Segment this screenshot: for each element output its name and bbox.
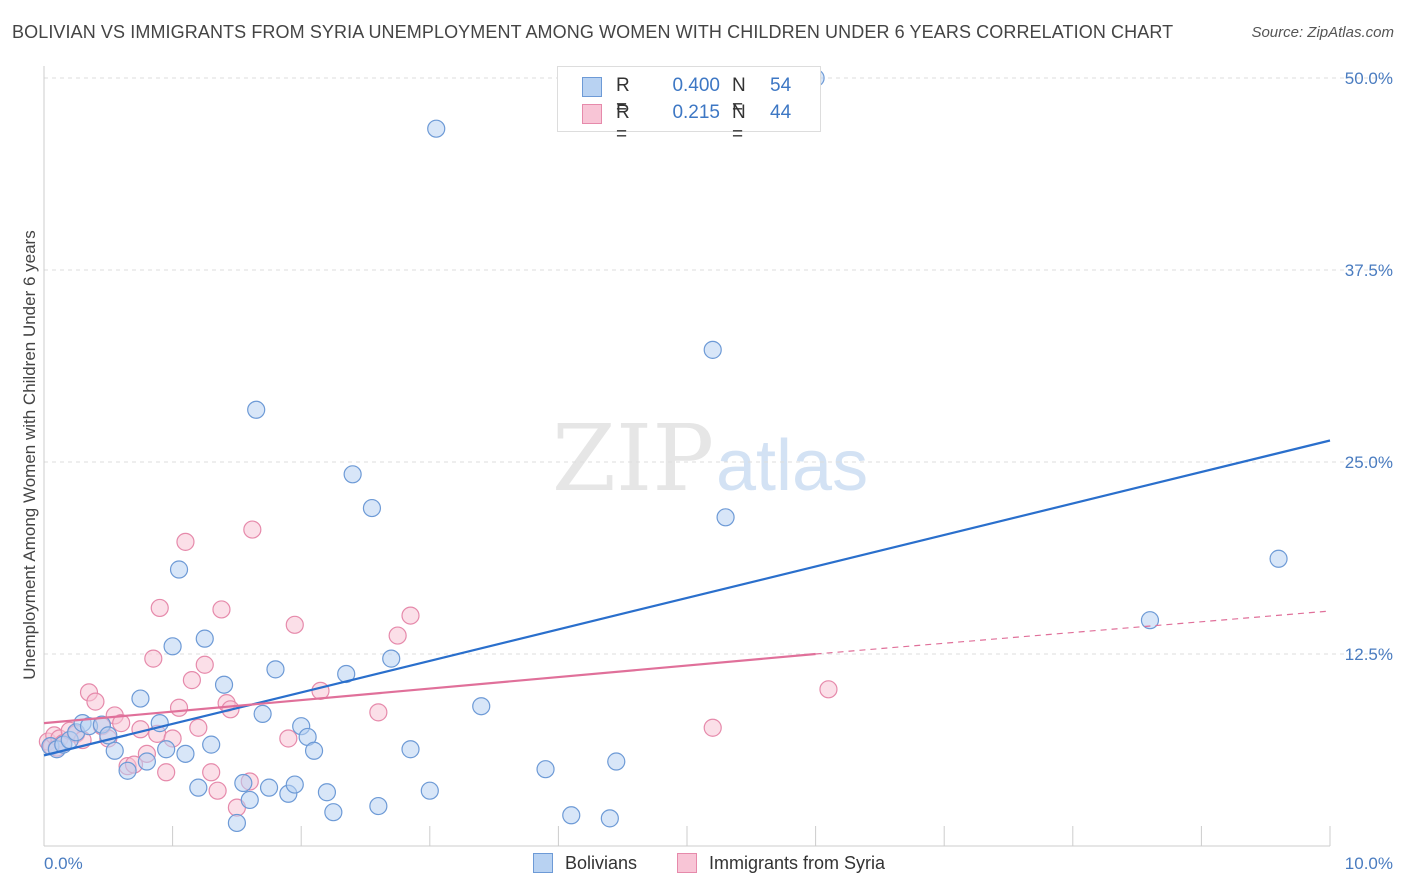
bolivian-point [105, 741, 124, 760]
bolivian-point [266, 660, 285, 679]
syria-point [401, 606, 420, 625]
legend-n-value: 44 [770, 102, 792, 123]
bolivian-point [401, 740, 420, 759]
legend-n-label: N = [732, 102, 746, 145]
bolivian-point [1140, 611, 1160, 630]
bolivian-point [259, 778, 279, 797]
bolivian-point [600, 809, 619, 828]
y-tick-label: 25.0% [1345, 453, 1393, 472]
gridlines [44, 77, 1396, 655]
syria-point [157, 763, 176, 782]
syria-point [285, 615, 304, 634]
source-label: Source: ZipAtlas.com [1251, 24, 1394, 41]
axes [43, 66, 1331, 847]
y-tick-label: 12.5% [1345, 645, 1393, 664]
bolivian-point [343, 465, 362, 484]
syria-point [182, 671, 201, 690]
syria-point [388, 626, 407, 645]
bolivian-point [195, 629, 214, 648]
legend-swatch-bolivians [582, 77, 602, 97]
bolivian-point [163, 637, 182, 656]
bolivian-point [227, 813, 246, 833]
legend-n-value: 54 [770, 75, 792, 96]
syria-point [112, 714, 131, 733]
bolivian-point [234, 773, 253, 793]
bolivian-point [214, 675, 234, 694]
bolivian-point [1269, 549, 1288, 568]
bolivian-point [304, 741, 324, 760]
y-tick-label: 50.0% [1345, 69, 1393, 88]
correlation-legend: R = 0.400 N = 54 R = 0.215 N = 44 [557, 66, 821, 145]
bolivian-point [240, 790, 259, 810]
bottom-legend-label-syria: Immigrants from Syria [709, 853, 886, 873]
bolivian-point [285, 775, 304, 794]
bolivian-point [324, 803, 343, 822]
bolivian-point [157, 740, 176, 759]
syria-point [279, 729, 298, 748]
bolivian-point [536, 760, 555, 779]
watermark: ZIP atlas [552, 405, 868, 512]
bolivian-point [189, 778, 208, 797]
bolivian-point [118, 761, 137, 780]
syria-point [169, 698, 189, 717]
tick-labels: 12.5% 25.0% 37.5% 50.0% 0.0% 10.0% [44, 69, 1393, 873]
syria-point [86, 692, 105, 711]
bolivian-point [716, 508, 735, 527]
syria-point [208, 781, 227, 800]
bolivian-point [247, 400, 266, 419]
watermark-atlas: atlas [716, 426, 868, 506]
bottom-legend-swatch-syria [677, 853, 697, 873]
x-tick-label: 10.0% [1345, 854, 1393, 873]
syria-point [369, 703, 388, 722]
chart-title: BOLIVIAN VS IMMIGRANTS FROM SYRIA UNEMPL… [12, 22, 1174, 42]
bolivian-point [562, 806, 581, 825]
syria-point [703, 718, 722, 737]
bolivian-point [131, 689, 150, 708]
syria-trend-extension [815, 610, 1331, 655]
bolivian-point [202, 735, 221, 754]
bolivian-point [703, 340, 722, 359]
syria-point [150, 598, 169, 618]
syria-point [212, 600, 231, 619]
bolivian-point [382, 649, 401, 668]
bolivian-point [137, 752, 156, 771]
syria-point [243, 520, 262, 539]
legend-swatch-syria [582, 104, 602, 124]
trend-lines [43, 439, 1331, 757]
syria-point [819, 680, 838, 699]
syria-trend-line [43, 652, 816, 725]
bottom-legend-swatch-bolivians [533, 853, 553, 873]
legend-r-label: R = [616, 75, 630, 118]
bolivian-point [362, 498, 382, 518]
syria-points [38, 520, 838, 817]
bolivian-point [607, 752, 626, 771]
legend-n-label: N = [732, 75, 746, 118]
bolivian-point [472, 697, 491, 716]
syria-point [195, 655, 214, 674]
y-tick-label: 37.5% [1345, 261, 1393, 280]
bolivian-point [176, 744, 195, 763]
bolivian-point [169, 560, 189, 579]
bottom-legend-label-bolivians: Bolivians [565, 853, 638, 873]
syria-point [176, 532, 195, 551]
syria-point [189, 718, 208, 737]
bolivian-point [253, 704, 272, 724]
legend-r-value: 0.400 [672, 75, 720, 96]
syria-point [202, 763, 221, 782]
legend-r-value: 0.215 [672, 102, 720, 123]
legend-r-label: R = [616, 102, 630, 145]
bolivian-points [41, 68, 1288, 833]
syria-point [144, 649, 163, 668]
bolivian-point [427, 119, 446, 138]
bolivian-point [420, 781, 439, 800]
x-tick-label: 0.0% [44, 854, 83, 873]
watermark-zip: ZIP [552, 405, 714, 512]
bolivian-point [369, 796, 388, 816]
bolivian-point [317, 783, 337, 802]
